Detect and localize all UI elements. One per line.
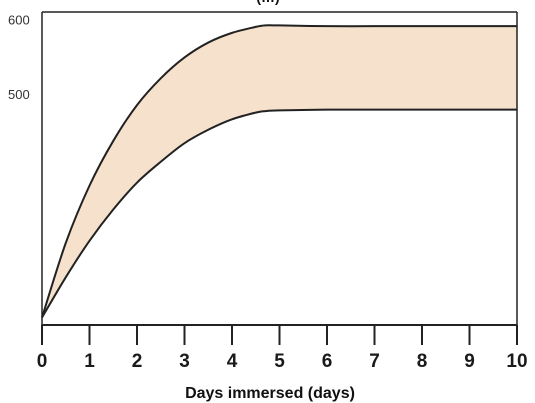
x-tick-label-8: 8: [417, 351, 428, 372]
y-tick-label-500: 500: [8, 87, 30, 102]
x-tick-label-5: 5: [274, 351, 285, 372]
x-tick-label-9: 9: [464, 351, 475, 372]
x-tick-label-1: 1: [84, 351, 95, 372]
band-area: [42, 25, 517, 318]
x-tick-label-2: 2: [132, 351, 143, 372]
x-tick-label-7: 7: [369, 351, 380, 372]
x-axis-title: Days immersed (days): [185, 385, 355, 402]
chart-title: (…): [256, 0, 279, 5]
y-tick-label-600: 600: [8, 12, 30, 27]
series-line-upper: [41, 24, 517, 318]
x-tick-label-0: 0: [37, 351, 48, 372]
x-tick-label-10: 10: [506, 351, 527, 372]
series-line-lower: [41, 108, 517, 319]
x-tick-label-6: 6: [322, 351, 333, 372]
x-tick-label-3: 3: [179, 351, 190, 372]
x-tick-label-4: 4: [227, 351, 238, 372]
